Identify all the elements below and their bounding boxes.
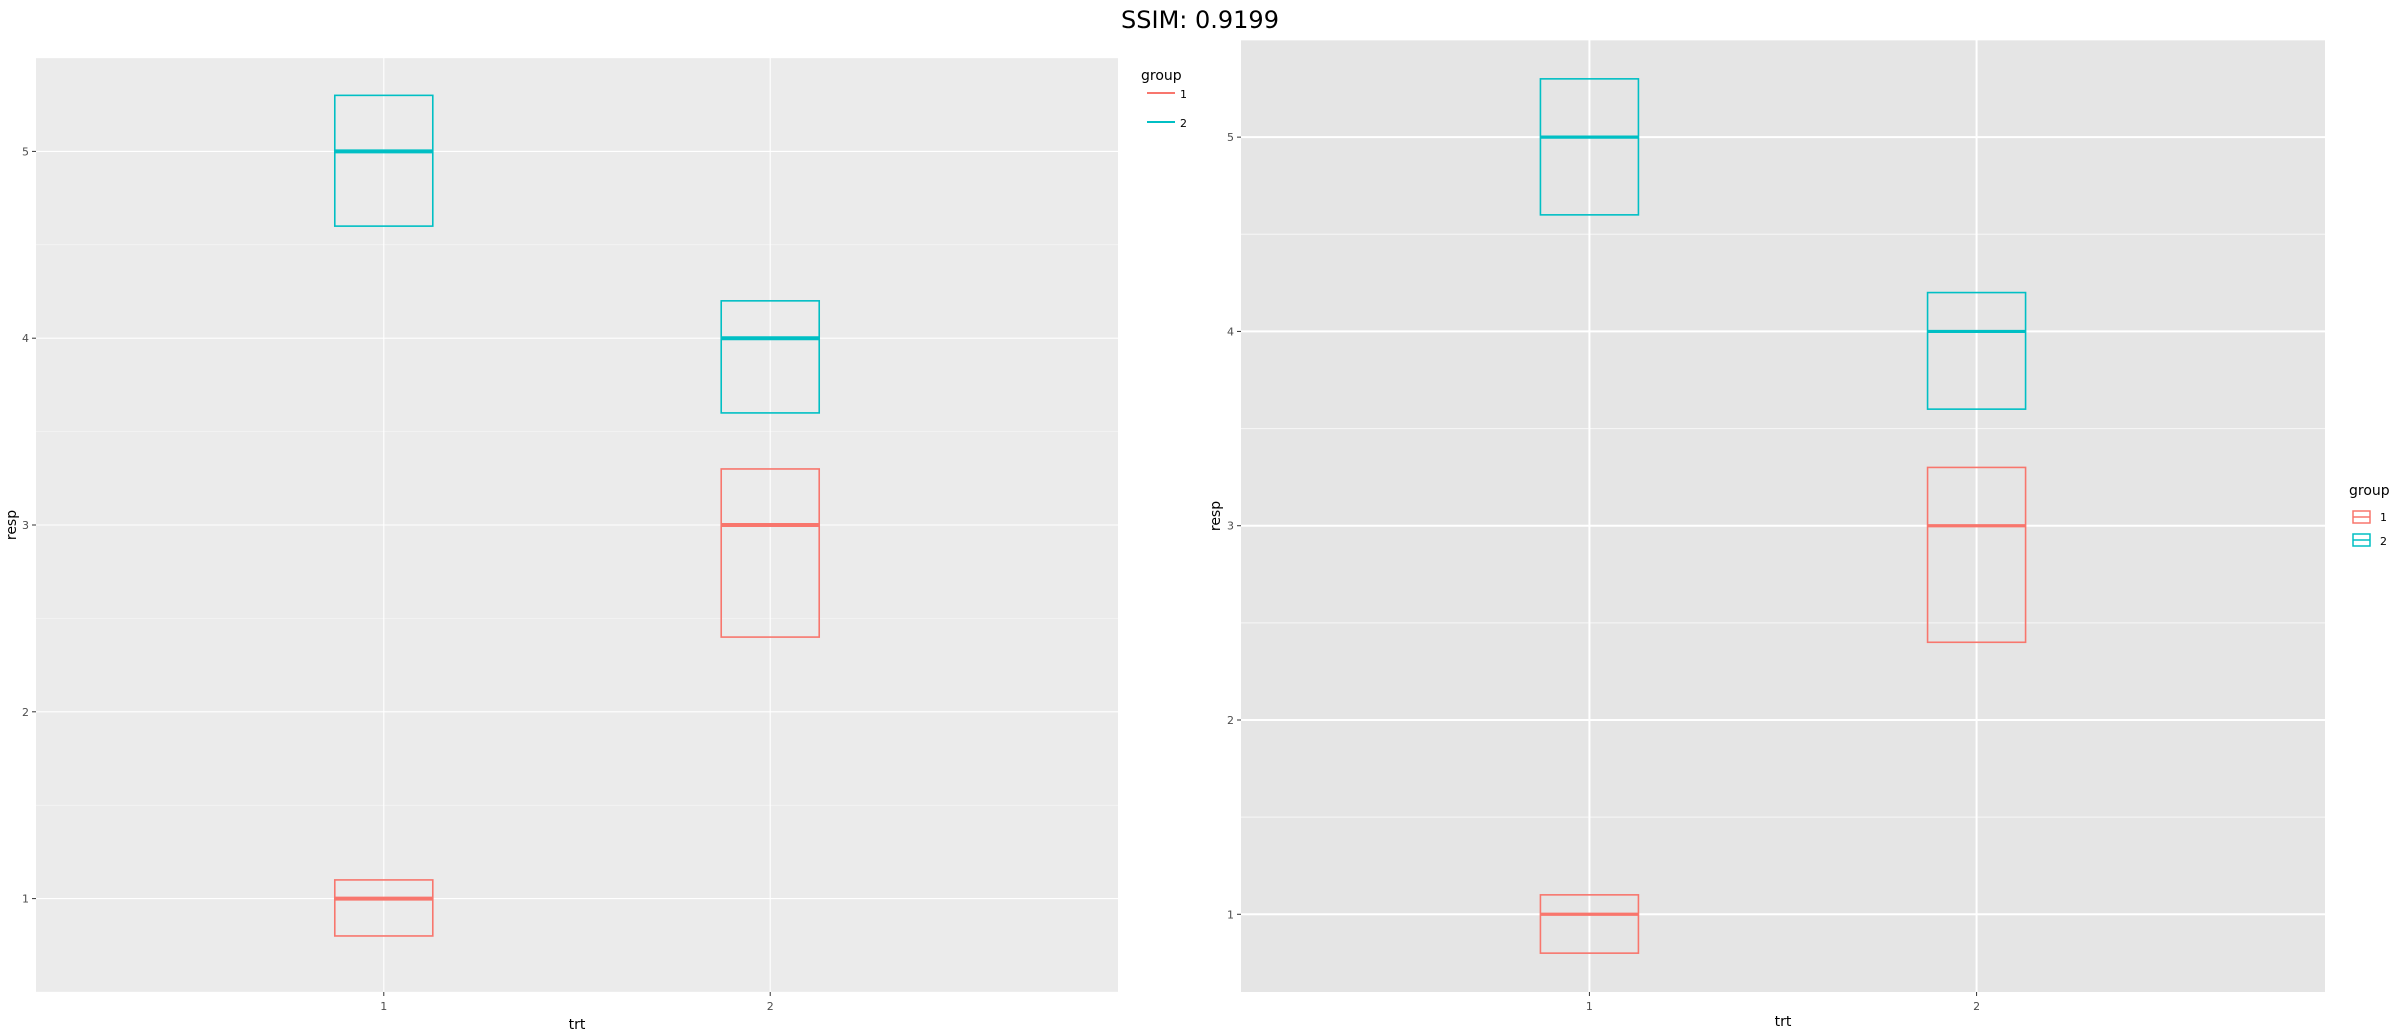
legend-label-group-1-left: 1 bbox=[1180, 88, 1187, 101]
box-group-1-trt-1-left bbox=[333, 879, 434, 937]
box-group-2-trt-1-left bbox=[333, 94, 434, 227]
legend-label-group-1-right: 1 bbox=[2380, 511, 2387, 524]
y-tick-label-left: 4 bbox=[22, 332, 29, 345]
chart-left: 1 2 3 4 5 1 2 trt resp group 1 2 bbox=[4, 57, 1187, 1033]
y-tick-label-left: 5 bbox=[22, 145, 29, 158]
legend-title-left: group bbox=[1141, 68, 1182, 84]
legend-title-right: group bbox=[2349, 483, 2390, 499]
y-tick-label-right: 3 bbox=[1227, 520, 1234, 533]
x-tick-label-right: 1 bbox=[1586, 1000, 1593, 1013]
y-axis-title-left: resp bbox=[4, 510, 20, 540]
box-group-1-trt-2-left bbox=[720, 468, 821, 638]
box-group-2-trt-2-right bbox=[1926, 291, 2027, 410]
x-axis-title-right: trt bbox=[1775, 1014, 1792, 1030]
x-tick-label-left: 1 bbox=[380, 1000, 387, 1013]
y-tick-label-right: 1 bbox=[1227, 908, 1234, 921]
y-tick-label-left: 1 bbox=[22, 893, 29, 906]
plot-panel-right bbox=[1241, 40, 2325, 992]
y-tick-label-left: 3 bbox=[22, 519, 29, 532]
x-axis-title-left: trt bbox=[569, 1017, 586, 1033]
legend-label-group-2-right: 2 bbox=[2380, 535, 2387, 548]
y-axis-title-right: resp bbox=[1208, 501, 1224, 531]
x-tick-label-left: 2 bbox=[767, 1000, 774, 1013]
legend-right: group 1 2 bbox=[2349, 483, 2390, 548]
y-tick-label-left: 2 bbox=[22, 706, 29, 719]
box-group-1-trt-1-right bbox=[1539, 894, 1640, 954]
y-tick-label-right: 4 bbox=[1227, 325, 1234, 338]
y-tick-label-right: 5 bbox=[1227, 131, 1234, 144]
box-group-1-trt-2-right bbox=[1926, 466, 2027, 644]
legend-left: group 1 2 bbox=[1141, 68, 1187, 130]
y-tick-label-right: 2 bbox=[1227, 714, 1234, 727]
box-group-2-trt-1-right bbox=[1539, 78, 1640, 216]
legend-label-group-2-left: 2 bbox=[1180, 117, 1187, 130]
box-group-2-trt-2-left bbox=[720, 300, 821, 414]
chart-right: 1 2 3 4 5 1 2 trt resp group 1 2 bbox=[1208, 39, 2390, 1030]
figure-title: SSIM: 0.9199 bbox=[1121, 6, 1279, 34]
x-tick-label-right: 2 bbox=[1973, 1000, 1980, 1013]
